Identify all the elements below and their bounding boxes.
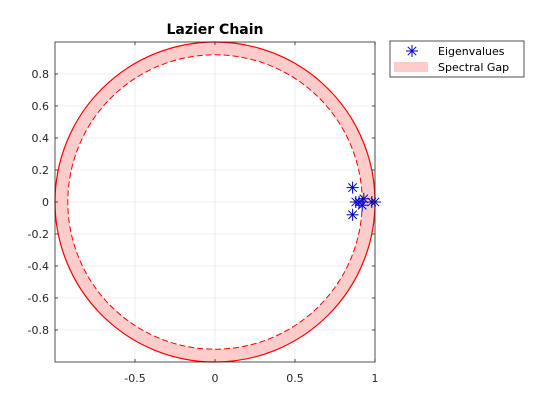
y-tick-label: 0 [42,196,49,209]
y-tick-label: 0.2 [32,164,50,177]
legend-eigen-label: Eigenvalues [438,45,505,58]
x-tick-label: 1 [372,372,379,385]
eigenvalue-marker [349,196,362,208]
chart-title: Lazier Chain [166,22,263,38]
legend: Eigenvalues Spectral Gap [389,40,525,78]
y-tick-label: -0.8 [28,324,49,337]
eigenvalue-marker [346,208,359,221]
legend-gap-label: Spectral Gap [438,61,509,74]
marker-stroke [348,183,358,193]
y-tick-label: -0.6 [28,292,49,305]
eigenvalue-marker [346,181,359,194]
y-tick-label: -0.2 [28,228,49,241]
y-tick-label: -0.4 [28,260,49,273]
y-tick-label: 0.6 [32,100,50,113]
y-tick-label: 0.4 [32,132,50,145]
marker-stroke [351,197,361,207]
x-tick-label: 0.5 [286,372,304,385]
y-tick-label: 0.8 [32,68,50,81]
x-tick-label: -0.5 [124,372,145,385]
x-tick-label: 0 [212,372,219,385]
axis-ticks: -0.5 0 0.5 1 -0.8 -0.6 -0.4 -0.2 0 0.2 0.4 0.6 0.8 [28,42,379,385]
marker-stroke [348,210,358,220]
legend-gap-swatch [394,62,428,72]
legend-eigen-marker [406,45,418,57]
grid-lines [55,42,376,362]
